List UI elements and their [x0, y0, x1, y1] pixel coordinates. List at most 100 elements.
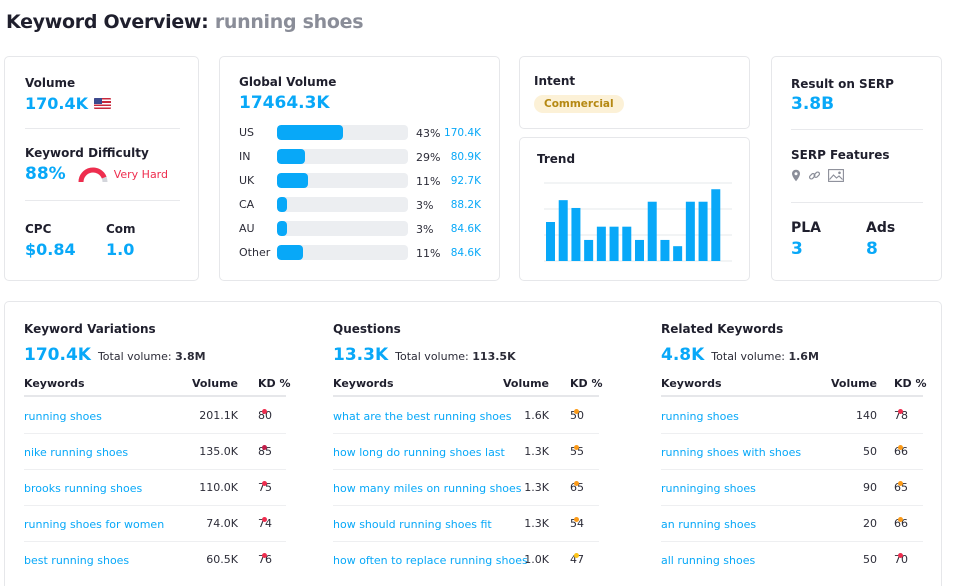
trend-label: Trend: [537, 152, 576, 166]
country-percent: 11%: [416, 247, 441, 260]
serp-result-value: 3.8B: [791, 94, 835, 114]
column-header-volume[interactable]: Volume: [831, 377, 877, 390]
country-volume-bar-fill: [277, 245, 304, 260]
kd-indicator-dot: [574, 481, 579, 486]
volume-label: Volume: [25, 76, 76, 90]
intent-card: Intent Commercial: [519, 56, 750, 129]
trend-bar[interactable]: [596, 226, 606, 261]
kd-value: 74: [258, 517, 272, 530]
country-row: US 43% 170.4K: [239, 125, 499, 141]
table-row: running shoes for women 74.0K 74: [24, 506, 286, 542]
column-header-volume[interactable]: Volume: [503, 377, 549, 390]
ads-label: Ads: [866, 220, 896, 236]
keyword-link[interactable]: how many miles on running shoes: [333, 482, 522, 495]
country-code: CA: [239, 198, 255, 211]
keyword-link[interactable]: running shoes: [661, 410, 739, 423]
serp-features-icons: [791, 169, 844, 182]
keyword-link[interactable]: running shoes for women: [24, 518, 165, 531]
serp-features-label: SERP Features: [791, 148, 890, 162]
section-total: Total volume: 3.8M: [98, 350, 206, 363]
total-volume-value: 3.8M: [175, 350, 206, 363]
page-title: Keyword Overview: running shoes: [6, 11, 364, 33]
keyword-link[interactable]: how long do running shoes last: [333, 446, 505, 459]
trend-bar[interactable]: [698, 201, 708, 261]
section-count[interactable]: 170.4K: [24, 345, 91, 365]
keyword-link[interactable]: best running shoes: [24, 554, 130, 567]
global-volume-card: Global Volume 17464.3K US 43% 170.4K IN 29% 8…: [219, 56, 500, 281]
keyword-link[interactable]: how often to replace running shoes: [333, 554, 528, 567]
competition-label: Com: [106, 222, 136, 236]
kd-indicator-dot: [898, 553, 903, 558]
keyword-volume: 20: [863, 517, 877, 530]
country-volume-bar-fill: [277, 197, 288, 212]
trend-bar[interactable]: [558, 200, 568, 261]
keyword-link[interactable]: running shoes: [24, 410, 102, 423]
volume-card: Volume 170.4K Keyword Difficulty 88% Ver…: [4, 56, 199, 281]
column-header-kd[interactable]: KD %: [894, 377, 927, 390]
country-volume-link[interactable]: 88.2K: [450, 199, 481, 211]
trend-bar[interactable]: [622, 226, 632, 261]
total-volume-label: Total volume:: [395, 350, 469, 363]
column-header-volume[interactable]: Volume: [192, 377, 238, 390]
kd-indicator-dot: [574, 409, 579, 414]
country-row: Other 11% 84.6K: [239, 245, 499, 261]
total-volume-value: 1.6M: [788, 350, 819, 363]
column-header-kd[interactable]: KD %: [570, 377, 603, 390]
country-volume-link[interactable]: 170.4K: [444, 127, 481, 139]
keyword-link[interactable]: runninging shoes: [661, 482, 756, 495]
kd-indicator-dot: [262, 517, 267, 522]
trend-bar[interactable]: [584, 239, 594, 261]
section-count-row: 4.8K Total volume: 1.6M: [661, 345, 819, 365]
trend-bar[interactable]: [635, 239, 644, 261]
section-count[interactable]: 13.3K: [333, 345, 389, 365]
country-volume-bar: [277, 125, 408, 140]
country-volume-link[interactable]: 80.9K: [450, 151, 481, 163]
section-total: Total volume: 113.5K: [395, 350, 515, 363]
keyword-link[interactable]: brooks running shoes: [24, 482, 143, 495]
trend-bar[interactable]: [660, 239, 670, 261]
table-row: running shoes 201.1K 80: [24, 398, 286, 434]
section-count[interactable]: 4.8K: [661, 345, 705, 365]
trend-bar[interactable]: [546, 222, 555, 261]
table-row: what are the best running shoes 1.6K 50: [333, 398, 599, 434]
total-volume-label: Total volume:: [97, 350, 172, 363]
keyword-link[interactable]: how should running shoes fit: [333, 518, 492, 531]
image-pack-icon[interactable]: [828, 169, 844, 182]
kd-value: 66: [894, 445, 908, 458]
keyword-link[interactable]: all running shoes: [661, 554, 756, 567]
local-pack-icon[interactable]: [791, 169, 801, 182]
difficulty-gauge-fill: [78, 167, 107, 182]
column-header-kd[interactable]: KD %: [258, 377, 291, 390]
trend-bar[interactable]: [647, 201, 657, 261]
table-row: all running shoes 50 70: [661, 542, 923, 578]
section-title: Related Keywords: [661, 322, 784, 336]
keyword-volume: 50: [863, 445, 877, 458]
serp-result-label: Result on SERP: [791, 77, 894, 91]
country-volume-bar-fill: [277, 173, 309, 188]
keyword-link[interactable]: what are the best running shoes: [333, 410, 512, 423]
sitelinks-icon[interactable]: [808, 169, 821, 182]
country-volume-link[interactable]: 84.6K: [450, 223, 481, 235]
keyword-difficulty-text: Very Hard: [113, 167, 168, 181]
trend-bar[interactable]: [673, 246, 683, 261]
keyword-link[interactable]: an running shoes: [661, 518, 757, 531]
trend-bar[interactable]: [711, 189, 721, 261]
country-volume-link[interactable]: 84.6K: [450, 247, 481, 259]
trend-bar[interactable]: [685, 201, 695, 261]
country-volume-link[interactable]: 92.7K: [450, 175, 481, 187]
trend-bar[interactable]: [609, 226, 619, 261]
keyword-link[interactable]: nike running shoes: [24, 446, 129, 459]
kd-value: 66: [894, 517, 908, 530]
country-code: AU: [239, 222, 255, 235]
country-volume-bar-fill: [277, 149, 305, 164]
country-percent: 3%: [416, 199, 434, 212]
country-row: AU 3% 84.6K: [239, 221, 499, 237]
kd-value: 78: [894, 409, 908, 422]
keyword-link[interactable]: running shoes with shoes: [661, 446, 802, 459]
country-code: Other: [239, 246, 271, 259]
country-percent: 11%: [416, 175, 441, 188]
trend-bar[interactable]: [571, 207, 581, 261]
table-header: Keywords Volume KD %: [333, 375, 603, 397]
divider: [791, 129, 923, 130]
pla-label: PLA: [791, 220, 822, 236]
